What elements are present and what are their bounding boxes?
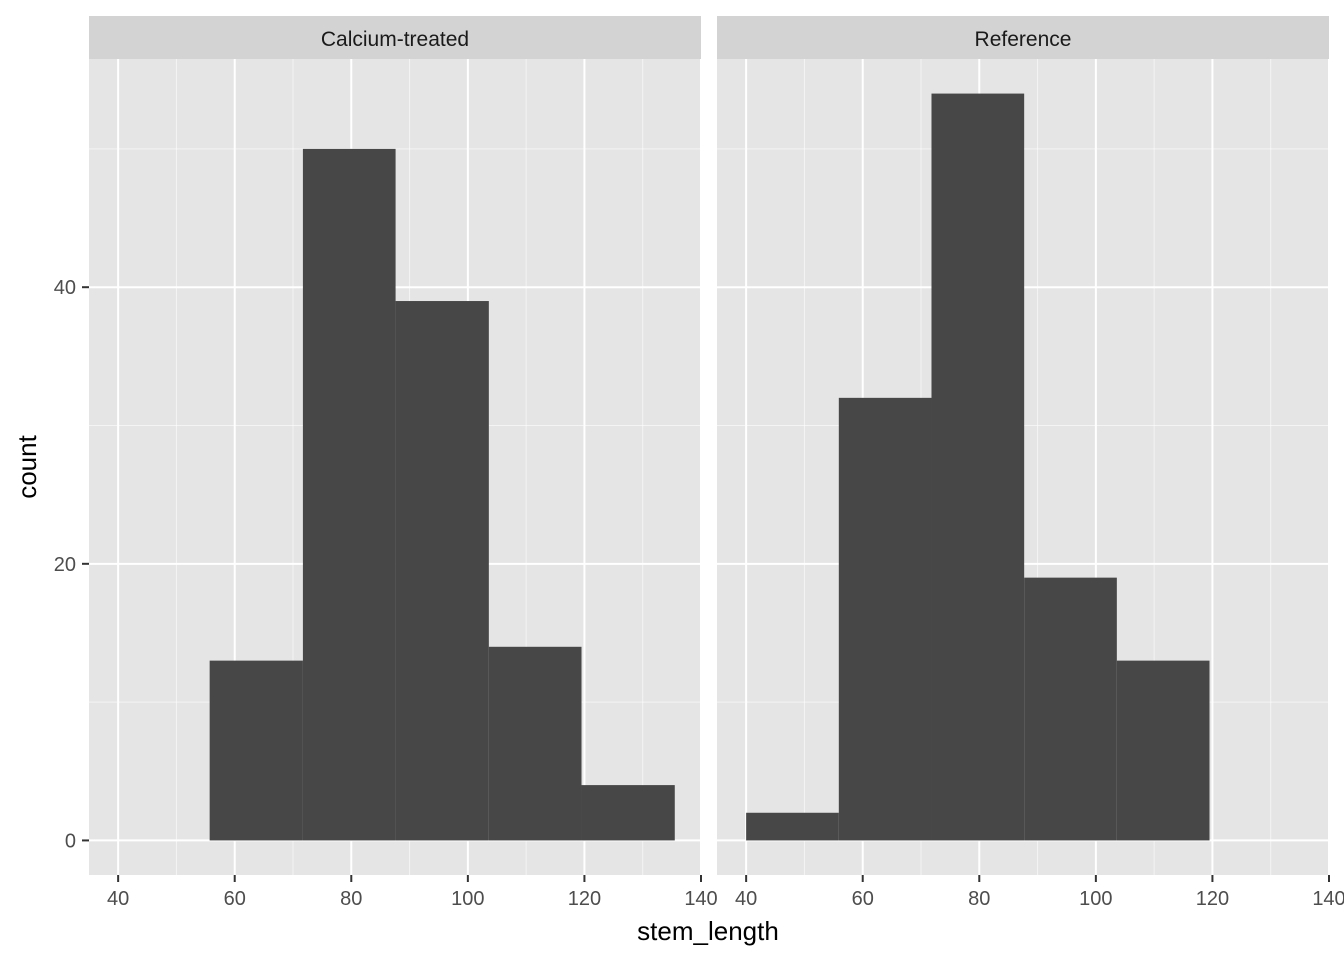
x-tick-label: 120 xyxy=(1196,888,1229,910)
x-axis-title: stem_length xyxy=(637,916,779,946)
y-axis-title: count xyxy=(12,434,42,498)
histogram-bar xyxy=(1116,660,1210,841)
x-tick-label: 100 xyxy=(1079,888,1112,910)
histogram-bar xyxy=(209,660,303,841)
x-tick-label: 80 xyxy=(340,888,362,910)
histogram-bar xyxy=(581,785,675,841)
y-tick-label: 20 xyxy=(54,554,76,576)
histogram-bar xyxy=(838,397,932,841)
x-tick-label: 120 xyxy=(568,888,601,910)
histogram-bar xyxy=(488,646,582,841)
x-tick-label: 40 xyxy=(735,888,757,910)
facet-panel-2: Reference 40 60 80 100 120 140 xyxy=(717,16,1344,910)
facet-strip-label: Reference xyxy=(975,28,1072,51)
histogram-bar xyxy=(931,93,1025,841)
y-tick-label: 40 xyxy=(54,277,76,299)
x-tick-label: 60 xyxy=(852,888,874,910)
x-tick-label: 140 xyxy=(684,888,717,910)
facet-strip xyxy=(89,16,701,59)
facet-panels: Calcium-treated 40 60 80 100 120 140 Reference 4… xyxy=(89,16,1344,910)
y-axis: 0 20 40 xyxy=(54,277,89,852)
x-tick-label: 80 xyxy=(968,888,990,910)
facet-strip-label: Calcium-treated xyxy=(321,28,469,51)
histogram-bar xyxy=(395,301,489,841)
y-tick-label: 0 xyxy=(65,830,76,852)
histogram-bar xyxy=(1024,577,1117,841)
x-tick-label: 140 xyxy=(1312,888,1344,910)
histogram-bar xyxy=(746,812,839,841)
facet-panel-1: Calcium-treated 40 60 80 100 120 140 xyxy=(89,16,718,910)
x-tick-label: 40 xyxy=(107,888,129,910)
histogram-bar xyxy=(302,148,396,841)
x-tick-label: 100 xyxy=(451,888,484,910)
x-tick-label: 60 xyxy=(224,888,246,910)
facet-strip xyxy=(717,16,1329,59)
